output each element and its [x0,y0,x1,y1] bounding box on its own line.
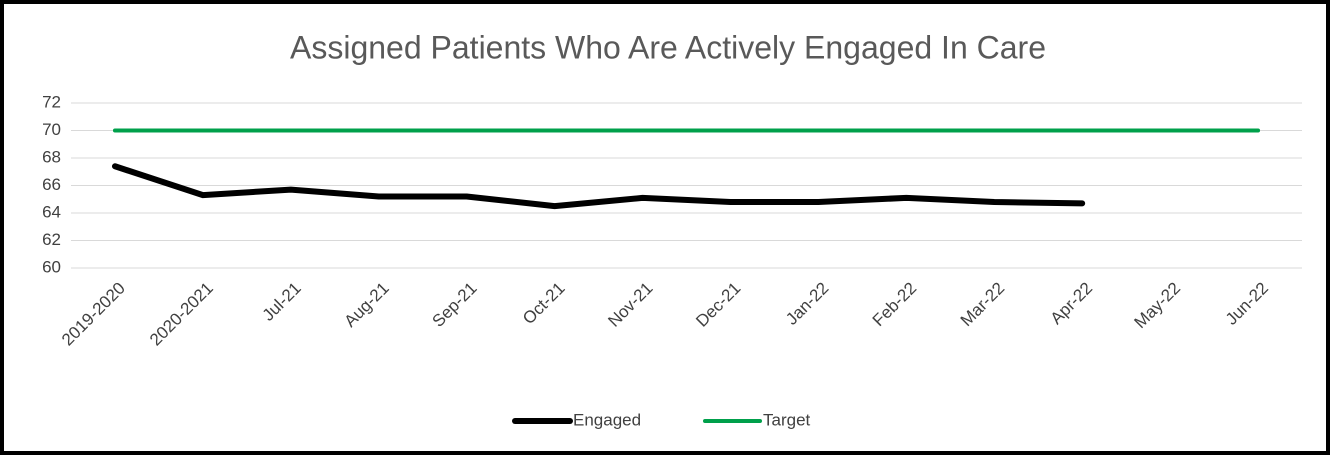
legend-label: Engaged [573,410,641,429]
y-tick-label: 64 [42,202,61,221]
y-tick-label: 72 [42,92,61,111]
chart-title: Assigned Patients Who Are Actively Engag… [290,29,1046,65]
y-tick-label: 62 [42,230,61,249]
y-tick-label: 68 [42,147,61,166]
series-line [111,163,1086,210]
legend-label: Target [763,410,811,429]
y-tick-label: 66 [42,175,61,194]
y-tick-label: 60 [42,257,61,276]
y-tick-label: 70 [42,120,61,139]
